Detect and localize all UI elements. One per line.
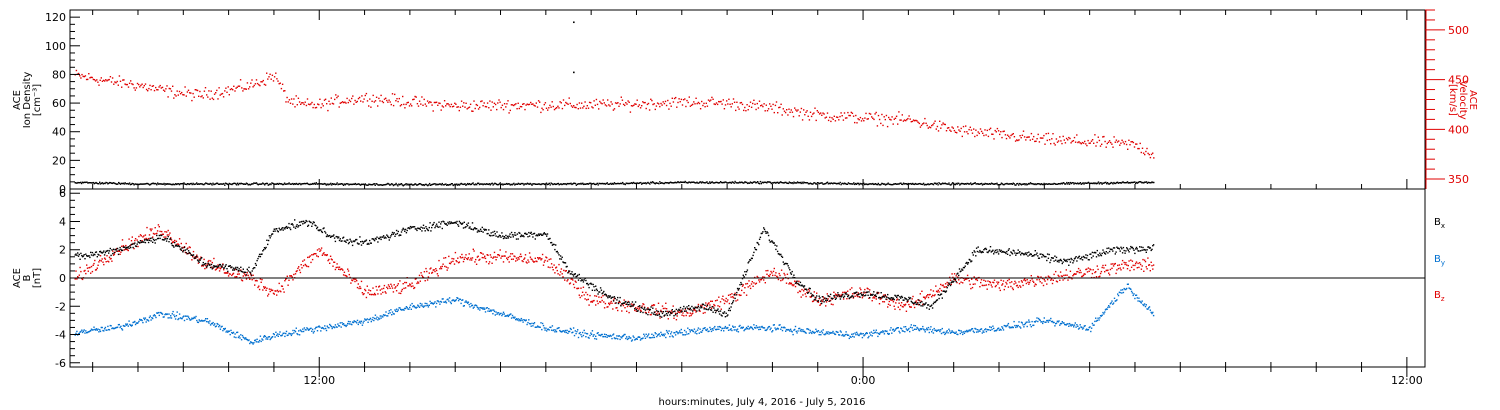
top-left-ylabel-line: Ion Density bbox=[22, 72, 33, 129]
top-left-ylabel-line: ACE bbox=[12, 90, 23, 110]
legend-bx: Bx bbox=[1434, 217, 1445, 230]
legend-by: By bbox=[1434, 254, 1445, 267]
top-right-ylabel-line: ACE bbox=[1467, 90, 1478, 110]
bottom-tick-label: -6 bbox=[55, 357, 66, 370]
bottom-tick-label: -2 bbox=[55, 300, 66, 313]
top-right-ylabel-line: Velocity bbox=[1457, 80, 1468, 119]
bottom-tick-label: -4 bbox=[55, 329, 66, 342]
bottom-ylabel-line: [nT] bbox=[32, 268, 43, 288]
bottom-ylabel: ACE B [nT] bbox=[12, 268, 43, 288]
x-tick-label: 12:00 bbox=[1391, 374, 1423, 387]
ion-density-outlier bbox=[573, 71, 575, 74]
by-series bbox=[74, 283, 1155, 345]
top-right-tick-label: 500 bbox=[1448, 24, 1469, 37]
top-left-tick-label: 100 bbox=[45, 40, 66, 53]
x-tick-label: 12:00 bbox=[303, 374, 335, 387]
bottom-tick-label: 6 bbox=[59, 187, 66, 200]
top-left-tick-label: 20 bbox=[52, 154, 66, 167]
bottom-tick-label: 0 bbox=[59, 272, 66, 285]
velocity-series bbox=[74, 69, 1155, 159]
bottom-ylabel-line: B bbox=[22, 274, 33, 281]
bottom-tick-label: 4 bbox=[59, 215, 66, 228]
top-left-tick-label: 60 bbox=[52, 97, 66, 110]
top-left-tick-label: 80 bbox=[52, 68, 66, 81]
x-tick-label: 0:00 bbox=[851, 374, 876, 387]
top-left-ylabel-line: [cm⁻³] bbox=[32, 84, 43, 116]
bottom-tick-label: 2 bbox=[59, 244, 66, 257]
top-left-ylabel: ACE Ion Density [cm⁻³] bbox=[12, 72, 43, 129]
top-right-ylabel-line: [km/s] bbox=[1447, 84, 1458, 116]
bottom-ylabel-line: ACE bbox=[12, 268, 23, 288]
top-right-tick-label: 450 bbox=[1448, 74, 1469, 87]
x-axis-label: hours:minutes, July 4, 2016 - July 5, 20… bbox=[659, 397, 866, 408]
ion-density-outlier bbox=[573, 21, 575, 24]
ion-density-series bbox=[74, 180, 1155, 187]
top-right-tick-label: 400 bbox=[1448, 123, 1469, 136]
bx-series bbox=[74, 219, 1155, 318]
top-left-tick-label: 40 bbox=[52, 126, 66, 139]
top-left-tick-label: 0 bbox=[59, 183, 66, 196]
top-right-tick-label: 350 bbox=[1448, 173, 1469, 186]
legend-bz: Bz bbox=[1434, 290, 1445, 303]
top-left-tick-label: 120 bbox=[45, 11, 66, 24]
